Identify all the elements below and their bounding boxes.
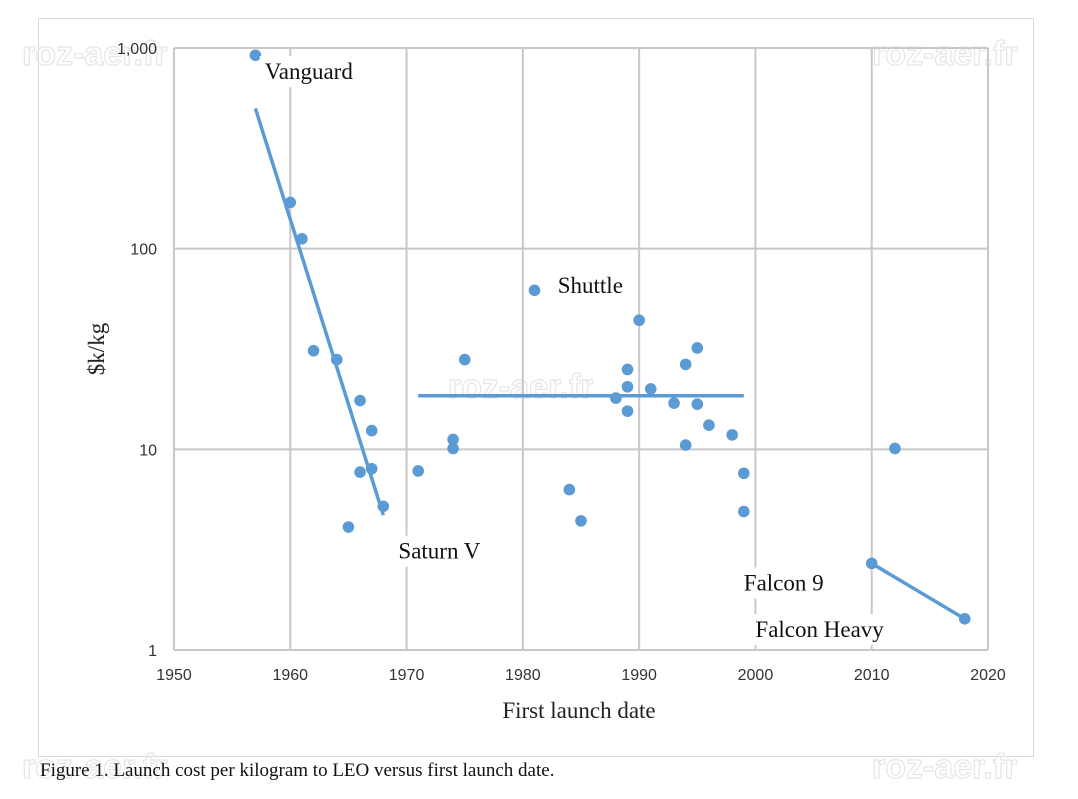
annotation-label: Saturn V bbox=[398, 539, 480, 564]
data-point bbox=[644, 383, 657, 395]
data-point bbox=[703, 419, 715, 431]
data-point bbox=[958, 613, 971, 625]
data-point bbox=[738, 505, 750, 518]
x-tick-label: 1970 bbox=[389, 667, 425, 684]
data-point bbox=[354, 394, 366, 407]
data-point bbox=[726, 429, 738, 441]
data-point bbox=[621, 363, 634, 376]
data-point bbox=[528, 284, 541, 297]
data-point bbox=[307, 344, 320, 357]
data-point bbox=[412, 465, 425, 477]
annotation-background bbox=[393, 535, 486, 567]
trend-line bbox=[870, 561, 966, 621]
y-tick-label: 100 bbox=[130, 242, 157, 259]
x-tick-label: 1950 bbox=[156, 667, 192, 684]
x-tick-label: 1990 bbox=[621, 667, 657, 684]
figure-caption: Figure 1. Launch cost per kilogram to LE… bbox=[40, 760, 555, 781]
trend-line bbox=[253, 107, 385, 516]
x-axis-label: First launch date bbox=[502, 698, 655, 723]
y-axis-label: $k/kg bbox=[84, 322, 109, 375]
data-point bbox=[331, 353, 343, 366]
data-point bbox=[284, 196, 297, 209]
data-point bbox=[668, 397, 680, 409]
data-point bbox=[691, 398, 704, 410]
data-points bbox=[249, 49, 971, 625]
watermark-top-left: roz-aer.fr bbox=[22, 35, 168, 73]
data-point bbox=[691, 342, 704, 354]
annotation-label: Vanguard bbox=[265, 59, 354, 84]
annotation-label: Falcon Heavy bbox=[755, 617, 884, 642]
x-tick-label: 1980 bbox=[505, 667, 541, 684]
data-point bbox=[610, 392, 622, 404]
launch-cost-chart: roz-aer.fr roz-aer.fr roz-aer.fr 1950 196… bbox=[21, 34, 1018, 723]
annotation-label: Shuttle bbox=[558, 273, 623, 298]
x-tick-label: 2020 bbox=[970, 667, 1006, 684]
data-point bbox=[447, 442, 459, 455]
grid bbox=[173, 47, 989, 651]
data-point bbox=[354, 466, 366, 478]
annotations: Vanguard Shuttle Saturn V Falcon 9 Falcon He… bbox=[259, 56, 890, 646]
watermark-layer: roz-aer.fr roz-aer.fr roz-aer.fr bbox=[21, 34, 1018, 406]
data-point bbox=[575, 515, 587, 527]
data-point bbox=[679, 358, 692, 371]
data-point bbox=[249, 49, 262, 62]
data-point bbox=[365, 424, 378, 437]
watermark-top-right: roz-aer.fr bbox=[872, 35, 1018, 73]
data-point bbox=[563, 483, 576, 496]
annotation-background bbox=[738, 567, 829, 599]
data-point bbox=[342, 521, 355, 533]
x-tick-label: 2000 bbox=[738, 667, 774, 684]
data-point bbox=[889, 442, 901, 455]
data-point bbox=[621, 405, 634, 417]
x-tick-label: 2010 bbox=[854, 667, 890, 684]
data-point bbox=[738, 467, 750, 480]
y-tick-label: 1 bbox=[148, 643, 157, 660]
y-tick-label: 10 bbox=[139, 442, 157, 459]
x-tick-label: 1960 bbox=[272, 667, 308, 684]
data-point bbox=[621, 380, 634, 393]
y-tick-label: 1,000 bbox=[117, 41, 157, 58]
watermark-center: roz-aer.fr bbox=[448, 368, 594, 406]
data-point bbox=[458, 353, 471, 366]
data-point bbox=[679, 439, 692, 451]
data-point bbox=[865, 557, 878, 570]
data-point bbox=[296, 232, 308, 245]
data-point bbox=[633, 314, 645, 327]
tick-labels: 1950 1960 1970 1980 1990 2000 2010 2020 1 10 100 1,… bbox=[117, 41, 1006, 684]
data-point bbox=[447, 433, 459, 446]
annotation-background bbox=[259, 56, 359, 88]
trend-lines bbox=[253, 107, 966, 621]
annotation-background bbox=[552, 270, 628, 302]
annotation-label: Falcon 9 bbox=[744, 570, 824, 595]
annotation-background bbox=[750, 614, 890, 646]
data-point bbox=[365, 462, 378, 475]
figure-frame bbox=[38, 18, 1034, 757]
data-point bbox=[377, 500, 390, 513]
